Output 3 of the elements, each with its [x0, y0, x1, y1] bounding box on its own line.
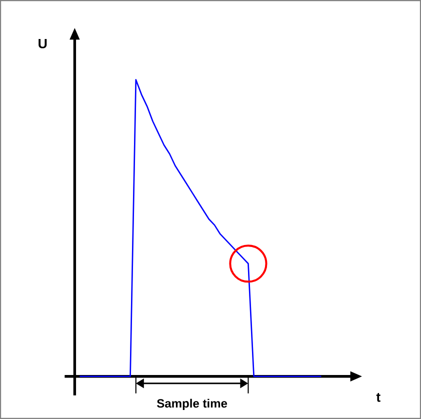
x-axis-title: t — [376, 393, 380, 402]
text: Sample time — [156, 398, 228, 410]
y-axis-title: U — [38, 38, 47, 48]
